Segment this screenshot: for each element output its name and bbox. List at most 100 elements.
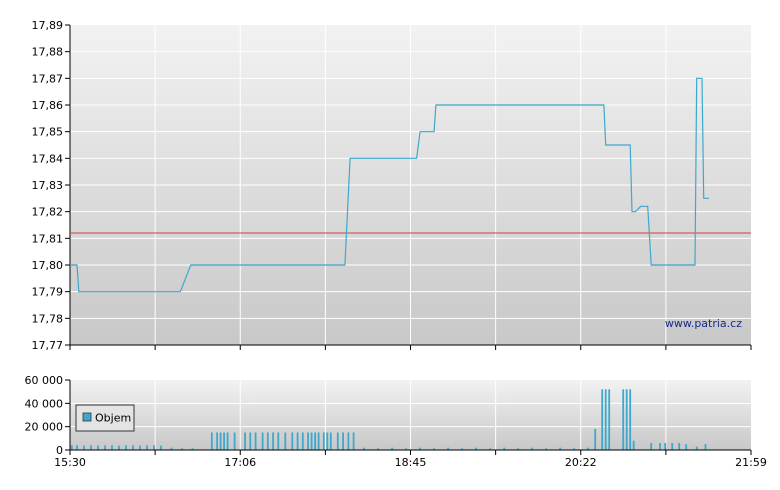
price-y-tick-label: 17,87	[32, 72, 64, 85]
volume-bar	[291, 432, 294, 450]
volume-bar	[377, 448, 379, 451]
volume-bar	[503, 447, 506, 450]
volume-bars	[70, 389, 707, 451]
volume-y-tick-label: 40 000	[25, 397, 64, 410]
time-axis-label: 20:22	[565, 456, 597, 469]
volume-bar	[447, 447, 449, 450]
volume-grid	[70, 380, 751, 450]
volume-bar	[336, 432, 339, 450]
volume-bar	[608, 389, 611, 450]
volume-bar	[461, 448, 463, 451]
volume-bar	[531, 447, 534, 450]
price-y-tick-label: 17,88	[32, 46, 64, 59]
volume-bar	[296, 432, 299, 450]
volume-bar	[70, 445, 73, 450]
volume-bar	[678, 443, 681, 450]
volume-bar	[314, 432, 316, 450]
volume-bar	[139, 445, 141, 450]
volume-bar	[632, 440, 635, 450]
volume-y-tick-label: 0	[56, 444, 63, 457]
volume-bar	[223, 432, 225, 450]
price-y-tick-label: 17,83	[32, 179, 64, 192]
volume-bar	[342, 432, 344, 450]
legend-swatch	[82, 412, 92, 422]
volume-bar	[594, 429, 597, 450]
volume-bar	[277, 432, 280, 450]
volume-y-axis: 0 20 000 40 000 60 000	[25, 374, 71, 457]
volume-bar	[329, 432, 332, 450]
volume-bar	[284, 432, 287, 450]
volume-bar	[111, 445, 113, 450]
volume-bar	[272, 432, 274, 450]
time-axis-label: 18:45	[395, 456, 427, 469]
price-y-axis: 17,77 17,78 17,79 17,80 17,81 17,82 17,83 17,84…	[32, 19, 71, 352]
volume-bar	[326, 432, 329, 450]
volume-bar	[347, 432, 350, 450]
volume-bar	[695, 446, 698, 450]
volume-bar	[219, 432, 222, 450]
price-x-ticks	[69, 345, 752, 350]
volume-x-axis-ticks: 15:30 17:06 18:45 20:22 21:59	[54, 450, 767, 469]
price-y-tick-label: 17,79	[32, 286, 64, 299]
volume-bar	[216, 432, 218, 450]
volume-bar	[210, 432, 213, 450]
volume-bar	[244, 432, 246, 450]
volume-bar	[671, 443, 674, 450]
volume-bar	[310, 432, 313, 450]
volume-bar	[704, 444, 707, 450]
volume-bar	[76, 445, 78, 450]
price-y-tick-label: 17,89	[32, 19, 64, 32]
volume-panel: 0 20 000 40 000 60 000 15:30 17:06 18:45 20:22…	[25, 374, 767, 469]
volume-y-tick-label: 60 000	[25, 374, 64, 387]
volume-bar	[170, 447, 173, 450]
volume-bar	[233, 432, 236, 450]
time-axis-label: 15:30	[54, 456, 86, 469]
volume-bar	[433, 448, 435, 451]
volume-bar	[629, 389, 632, 450]
price-y-tick-label: 17,80	[32, 259, 64, 272]
volume-bar	[352, 432, 355, 450]
price-y-tick-label: 17,82	[32, 206, 64, 219]
price-panel: 17,77 17,78 17,79 17,80 17,81 17,82 17,83 17,84…	[32, 19, 752, 352]
volume-bar	[125, 445, 127, 450]
volume-bar	[322, 432, 325, 450]
volume-bar	[419, 447, 421, 450]
time-axis-label: 17:06	[224, 456, 256, 469]
volume-bar	[266, 432, 269, 450]
time-axis-label: 21:59	[735, 456, 767, 469]
volume-bar	[118, 445, 120, 450]
volume-bar	[181, 448, 183, 451]
volume-bar	[489, 448, 492, 451]
volume-bar	[545, 448, 548, 451]
volume-bar	[659, 443, 661, 450]
volume-bar	[405, 448, 407, 451]
volume-bar	[622, 389, 625, 450]
volume-bar	[301, 432, 304, 450]
volume-bar	[226, 432, 229, 450]
legend-label: Objem	[95, 412, 131, 425]
volume-bar	[97, 445, 99, 450]
volume-bar	[90, 445, 92, 450]
price-y-tick-label: 17,85	[32, 126, 64, 139]
volume-bar	[391, 447, 393, 450]
volume-bar	[685, 444, 688, 450]
price-line	[70, 77, 709, 293]
volume-bar	[83, 445, 85, 450]
volume-bar	[160, 445, 162, 450]
volume-bar	[650, 443, 653, 450]
volume-bar	[559, 447, 562, 450]
volume-bar	[475, 447, 477, 450]
volume-bar	[625, 389, 628, 450]
volume-bar	[517, 448, 520, 451]
volume-bar	[664, 443, 667, 450]
watermark-text: www.patria.cz	[665, 317, 742, 330]
volume-bar	[587, 447, 590, 450]
price-y-tick-label: 17,77	[32, 339, 64, 352]
volume-bar	[132, 445, 134, 450]
volume-bar	[104, 445, 106, 450]
volume-y-tick-label: 20 000	[25, 421, 64, 434]
price-y-tick-label: 17,86	[32, 99, 64, 112]
volume-bar	[146, 445, 148, 450]
volume-bar	[261, 432, 264, 450]
